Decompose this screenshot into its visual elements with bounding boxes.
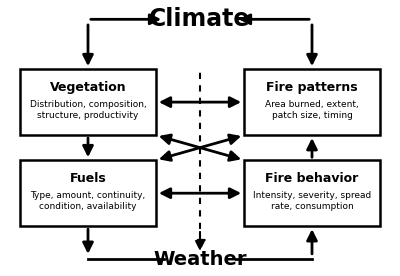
Text: Climate: Climate <box>149 7 251 31</box>
Text: Fire patterns: Fire patterns <box>266 81 358 94</box>
Text: Fuels: Fuels <box>70 172 106 185</box>
FancyBboxPatch shape <box>244 160 380 226</box>
Text: Intensity, severity, spread
rate, consumption: Intensity, severity, spread rate, consum… <box>253 191 371 211</box>
FancyBboxPatch shape <box>20 160 156 226</box>
Text: Area burned, extent,
patch size, timing: Area burned, extent, patch size, timing <box>265 100 359 120</box>
Text: Vegetation: Vegetation <box>50 81 126 94</box>
FancyBboxPatch shape <box>20 69 156 135</box>
Text: Type, amount, continuity,
condition, availability: Type, amount, continuity, condition, ava… <box>30 191 146 211</box>
Text: Fire behavior: Fire behavior <box>265 172 359 185</box>
FancyBboxPatch shape <box>244 69 380 135</box>
Text: Weather: Weather <box>153 250 247 269</box>
Text: Distribution, composition,
structure, productivity: Distribution, composition, structure, pr… <box>30 100 146 120</box>
